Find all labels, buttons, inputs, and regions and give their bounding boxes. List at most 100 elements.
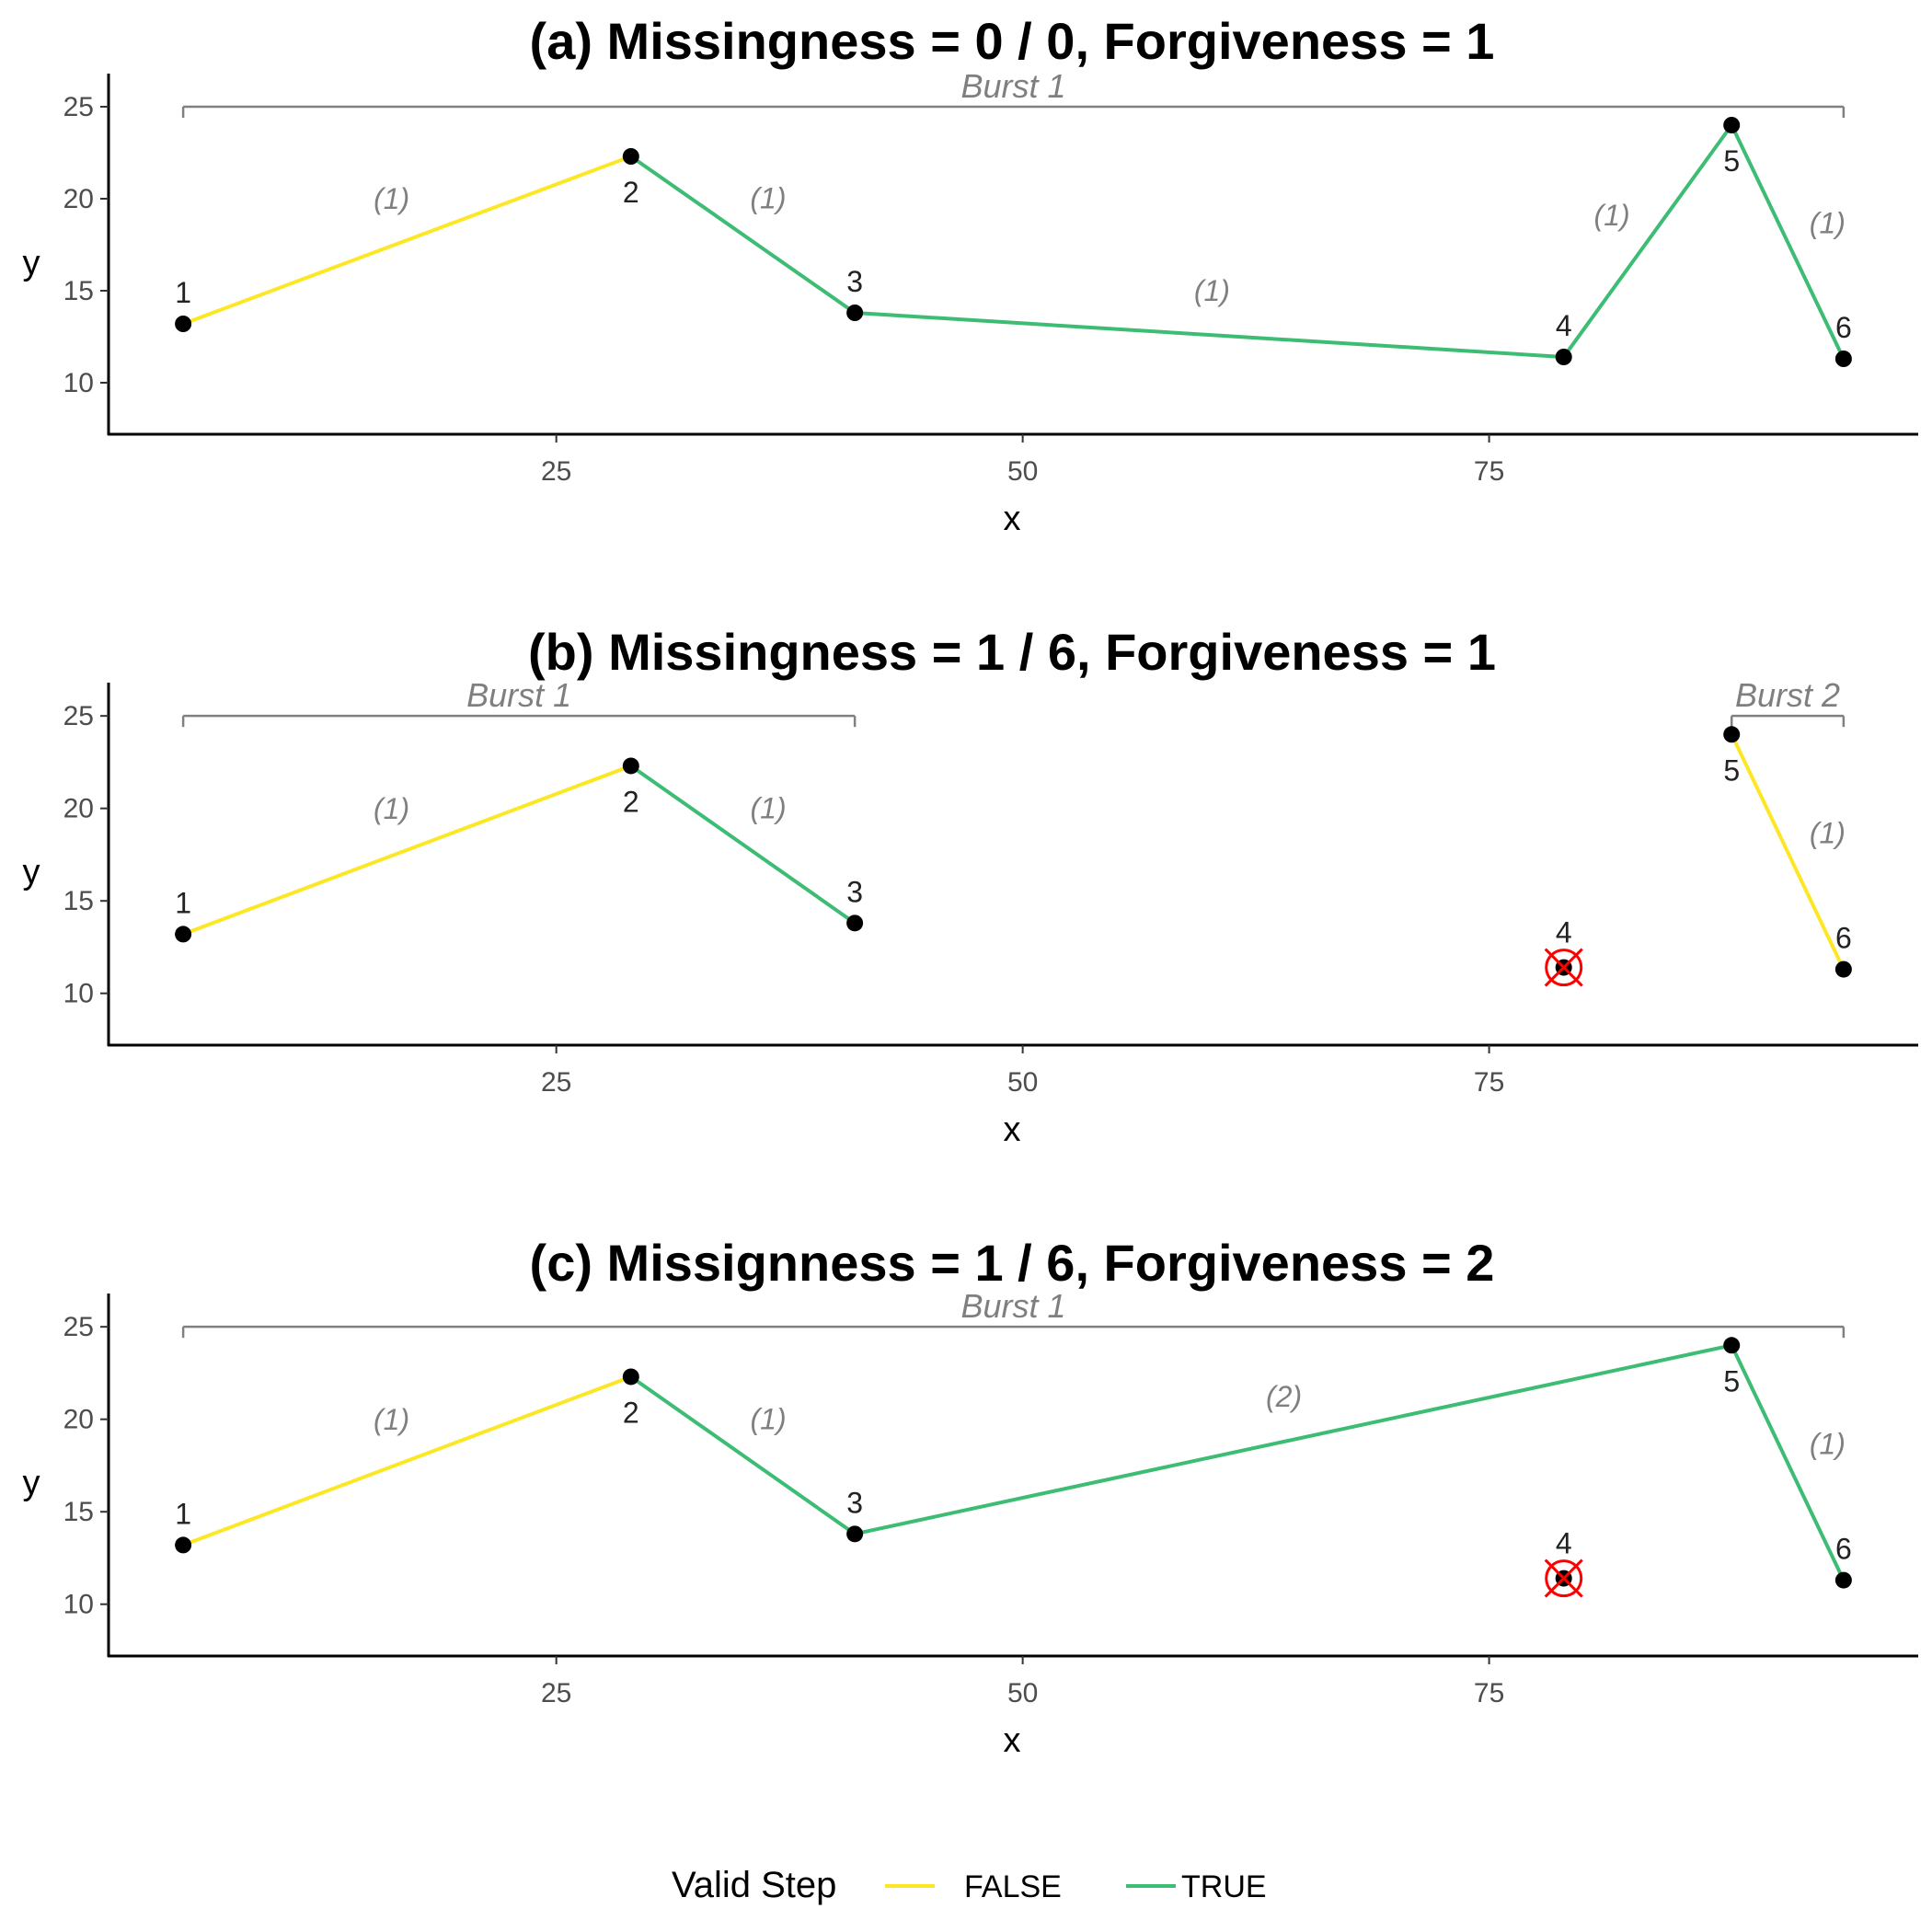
x-tick-label: 25: [541, 1067, 571, 1098]
x-axis-label: x: [1004, 1721, 1021, 1760]
invalid-step-line: [181, 155, 633, 326]
legend-title: Valid Step: [672, 1865, 836, 1905]
y-axis-label: y: [23, 244, 40, 282]
y-tick-label: 10: [63, 1590, 94, 1620]
panel-title: (c) Missignness = 1 / 6, Forgiveness = 2: [530, 1234, 1495, 1292]
point-label: 6: [1835, 922, 1852, 955]
x-tick-label: 50: [1007, 1067, 1038, 1098]
point-label: 4: [1556, 309, 1572, 342]
point-label: 1: [175, 276, 191, 309]
point-label: 5: [1723, 1364, 1740, 1397]
data-point: [175, 1536, 192, 1554]
invalid-step-line: [181, 764, 633, 937]
panel-title: (a) Missingness = 0 / 0, Forgiveness = 1: [530, 12, 1495, 70]
burst-bracket: [181, 714, 857, 728]
point-label: 5: [1723, 144, 1740, 178]
x-tick-label: 50: [1007, 456, 1038, 487]
point-label: 3: [846, 875, 863, 908]
data-point: [1834, 960, 1852, 978]
step-count-label: (1): [374, 182, 409, 215]
point-label: 6: [1835, 311, 1852, 344]
point-label: 2: [623, 1396, 639, 1429]
x-tick-label: 75: [1474, 1067, 1504, 1098]
data-point: [1834, 1571, 1852, 1589]
data-point: [175, 926, 192, 943]
y-tick-label: 15: [63, 276, 94, 306]
step-count-label: (1): [1194, 274, 1230, 307]
step-count-label: (1): [374, 1403, 409, 1436]
y-tick-label: 10: [63, 368, 94, 398]
invalid-step-line: [181, 1374, 633, 1547]
step-count-label: (1): [1594, 199, 1630, 232]
y-tick-label: 20: [63, 794, 94, 824]
data-point: [1723, 726, 1741, 743]
x-axis-label: x: [1004, 1110, 1021, 1149]
y-axis-label: y: [23, 1464, 40, 1502]
data-point: [622, 148, 639, 165]
data-point: [622, 757, 639, 775]
legend-label-true: TRUE: [1181, 1869, 1267, 1904]
x-tick-label: 25: [541, 456, 571, 487]
x-tick-label: 75: [1474, 1678, 1504, 1708]
burst-bracket: [181, 105, 1846, 118]
data-point: [175, 316, 192, 332]
y-tick-label: 20: [63, 184, 94, 214]
valid-step-line: [628, 1374, 857, 1536]
x-tick-label: 75: [1474, 456, 1504, 487]
valid-step-line: [853, 311, 1566, 359]
step-count-label: (2): [1266, 1380, 1302, 1413]
valid-step-line: [1730, 1343, 1846, 1582]
y-tick-label: 15: [63, 886, 94, 916]
panel-a: (a) Missingness = 0 / 0, Forgiveness = 1…: [23, 12, 1918, 538]
data-point: [1555, 349, 1572, 365]
step-count-label: (1): [750, 792, 786, 825]
point-label: 3: [846, 1486, 863, 1519]
step-count-label: (1): [1810, 1427, 1846, 1460]
panel-title: (b) Missingness = 1 / 6, Forgiveness = 1: [528, 623, 1496, 681]
point-label: 5: [1723, 753, 1740, 787]
y-tick-label: 25: [63, 92, 94, 122]
valid-step-line: [853, 1343, 1734, 1536]
panel-c: (c) Missignness = 1 / 6, Forgiveness = 2…: [23, 1234, 1918, 1760]
burst-bracket: [1730, 714, 1846, 728]
data-point: [1723, 1337, 1741, 1354]
legend: Valid Step FALSE TRUE: [672, 1865, 1267, 1905]
invalid-step-line: [1730, 732, 1846, 972]
point-label: 1: [175, 1497, 191, 1530]
burst-label: Burst 1: [960, 67, 1065, 105]
step-count-label: (1): [374, 792, 409, 825]
data-point: [846, 914, 864, 932]
step-count-label: (1): [1810, 206, 1846, 239]
y-tick-label: 20: [63, 1405, 94, 1435]
burst-label: Burst 2: [1735, 676, 1840, 714]
x-tick-label: 50: [1007, 1678, 1038, 1708]
x-axis-label: x: [1004, 500, 1021, 538]
y-tick-label: 25: [63, 1312, 94, 1342]
data-point: [846, 305, 864, 321]
step-count-label: (1): [1810, 816, 1846, 849]
missing-marker-icon: [1544, 1558, 1583, 1598]
point-label: 4: [1556, 1527, 1572, 1560]
valid-step-line: [628, 764, 857, 926]
panels: (a) Missingness = 0 / 0, Forgiveness = 1…: [23, 12, 1918, 1760]
x-tick-label: 25: [541, 1678, 571, 1708]
burst-label: Burst 1: [960, 1287, 1065, 1325]
valid-step-line: [1561, 123, 1734, 359]
y-tick-label: 25: [63, 701, 94, 731]
point-label: 2: [623, 785, 639, 818]
burst-bracket: [181, 1325, 1846, 1339]
point-label: 3: [846, 265, 863, 298]
data-point: [1834, 351, 1852, 367]
panel-b: (b) Missingness = 1 / 6, Forgiveness = 1…: [23, 623, 1918, 1149]
data-point: [622, 1368, 639, 1386]
legend-label-false: FALSE: [964, 1869, 1062, 1904]
y-axis-label: y: [23, 853, 40, 891]
valid-step-line: [628, 155, 857, 315]
valid-step-line: [1730, 123, 1846, 361]
step-count-label: (1): [750, 1403, 786, 1436]
burst-label: Burst 1: [466, 676, 571, 714]
data-point: [846, 1525, 864, 1543]
point-label: 2: [623, 176, 639, 209]
point-label: 4: [1556, 916, 1572, 949]
